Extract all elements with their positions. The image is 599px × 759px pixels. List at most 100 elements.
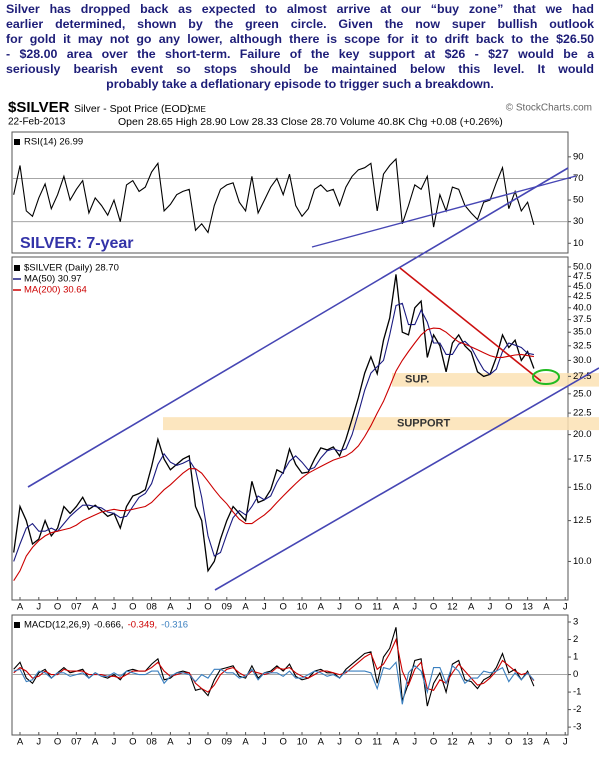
channel-upper [27,167,569,488]
commentary-line: for gold it may not go any lower, althou… [6,32,594,46]
x-tick-label: O [204,602,211,613]
y-tick-label: 50 [573,195,584,206]
legend-label: MA(50) 30.97 [24,274,82,285]
y-tick-label: 27.5 [573,371,592,382]
y-tick-label: -2 [573,704,581,715]
y-tick-label: 3 [573,617,578,628]
x-tick-label: A [318,737,325,748]
x-tick-label: A [92,737,99,748]
x-tick-label: A [468,602,475,613]
y-tick-label: 50.0 [573,261,592,272]
x-tick-label: A [543,602,550,613]
y-tick-label: 32.5 [573,340,592,351]
x-tick-label: O [280,602,287,613]
y-tick-label: 45.0 [573,281,592,292]
x-tick-label: O [430,737,437,748]
commentary-line: seriously bearish event so stops should … [6,62,594,76]
band-label: SUPPORT [397,418,450,430]
x-tick-label: O [204,737,211,748]
panel-icon [14,622,20,628]
y-tick-label: 47.5 [573,271,592,282]
x-tick-label: O [280,737,287,748]
x-tick-label: A [92,602,99,613]
y-tick-label: 15.0 [573,482,592,493]
instrument-name: Silver - Spot Price (EOD) [74,103,191,115]
buy-zone-circle [532,369,560,385]
rsi-trendline [311,175,577,248]
x-tick-label: O [54,602,61,613]
x-tick-label: J [262,737,267,748]
overlay [27,167,599,591]
x-tick-label: A [242,737,249,748]
legend-label: $SILVER (Daily) 28.70 [24,263,119,274]
x-tick-label: J [112,602,117,613]
x-tick-label: A [393,737,400,748]
x-tick-label: J [187,737,192,748]
x-tick-label: J [262,602,267,613]
x-tick-label: O [430,602,437,613]
commentary-line: probably take a deflationary episode to … [106,77,494,91]
x-tick-label: O [54,737,61,748]
x-tick-label: 10 [297,737,308,748]
x-tick-label: O [129,737,136,748]
x-tick-label: J [488,602,493,613]
x-tick-label: 09 [222,602,233,613]
y-tick-label: 37.5 [573,314,592,325]
annotation: SILVER: 7-year [20,235,134,252]
x-tick-label: J [563,602,568,613]
legend-label: MA(200) 30.64 [24,285,87,296]
y-tick-label: 12.5 [573,515,592,526]
x-tick-label: O [505,737,512,748]
x-tick-label: O [355,737,362,748]
x-tick-label: J [36,737,41,748]
x-tick-label: A [17,737,24,748]
channel-lower [214,367,599,591]
commentary-line: - $28.00 area over the short-term. Failu… [6,47,594,61]
quote: Open 28.65 High 28.90 Low 28.33 Close 28… [118,116,503,128]
legend-label: -0.349, [128,620,158,631]
y-tick-label: 2 [573,634,578,645]
y-tick-label: 10 [573,238,584,249]
panel-title: MACD(12,26,9) [24,620,90,631]
exchange: CME [188,105,206,114]
y-tick-label: 20.0 [573,429,592,440]
support-band [163,417,599,431]
x-tick-label: A [543,737,550,748]
x-tick-label: J [412,602,417,613]
x-tick-label: 11 [372,602,382,613]
y-tick-label: 35.0 [573,327,592,338]
y-tick-label: 10.0 [573,556,592,567]
x-tick-label: 08 [146,602,157,613]
legend-label: -0.316 [161,620,188,631]
y-tick-label: 40.0 [573,302,592,313]
panel-title: RSI(14) 26.99 [24,137,83,148]
series-line [13,327,534,581]
y-tick-label: 25.0 [573,388,592,399]
commentary: Silver has dropped back as expected to a… [6,2,594,92]
series-line [13,302,535,562]
x-tick-label: A [167,602,174,613]
panel-icon [14,139,20,145]
series-line [13,627,535,707]
legend-swatch [14,265,20,271]
x-tick-label: 13 [522,602,533,613]
y-tick-label: 17.5 [573,454,592,465]
x-tick-label: A [393,602,400,613]
x-tick-label: J [36,602,41,613]
x-tick-label: O [355,602,362,613]
x-tick-label: J [563,737,568,748]
symbol: $SILVER [8,99,70,116]
y-tick-label: -1 [573,687,581,698]
y-tick-label: 90 [573,151,584,162]
y-tick-label: 30 [573,216,584,227]
x-tick-label: J [337,737,342,748]
series-line [13,637,535,693]
y-tick-label: 22.5 [573,408,592,419]
x-tick-label: 09 [222,737,233,748]
x-tick-label: J [412,737,417,748]
legend-label: -0.666, [94,620,124,631]
commentary-line: earlier determined, shown by the green c… [6,17,594,31]
x-tick-label: A [468,737,475,748]
y-tick-label: 1 [573,652,578,663]
